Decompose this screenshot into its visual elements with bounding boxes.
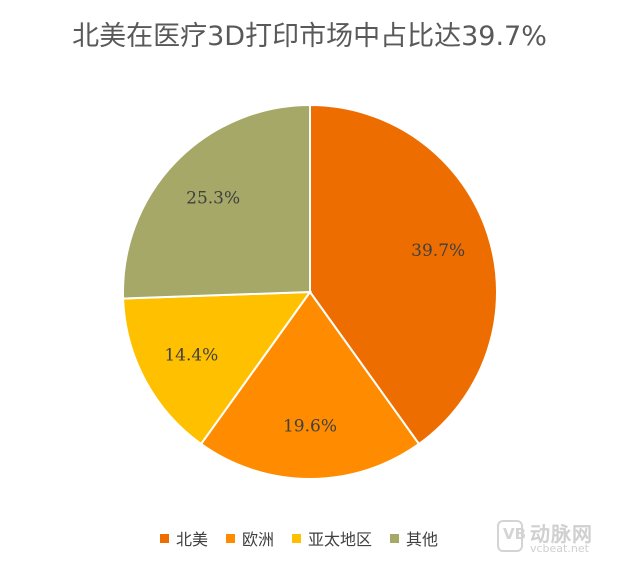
legend-label-1: 欧洲 — [242, 530, 275, 549]
slice-data-label-1: 19.6% — [283, 417, 337, 437]
watermark-logo-glyph: VB — [503, 525, 527, 543]
legend-label-0: 北美 — [176, 530, 209, 549]
pie-slice-2 — [122, 290, 312, 446]
legend-label-3: 其他 — [406, 530, 439, 549]
legend-swatch-0 — [160, 533, 169, 543]
slice-data-label-3: 25.3% — [186, 188, 240, 208]
legend-swatch-3 — [390, 533, 400, 543]
pie-slice-1 — [199, 290, 421, 480]
chart-title: 北美在医疗3D打印市场中占比达39.7% — [72, 21, 547, 52]
legend-item-0: 北美 — [160, 526, 208, 550]
legend-swatch-1 — [226, 533, 236, 543]
watermark: VB 动脉网 vcbeat.net — [497, 518, 613, 556]
legend-label-2: 亚太地区 — [308, 530, 373, 549]
slice-data-label-0: 39.7% — [411, 241, 465, 261]
legend-swatch-2 — [292, 533, 302, 543]
pie-slice-3 — [122, 103, 311, 300]
watermark-name: 动脉网 — [530, 522, 593, 546]
chart-legend: 北美 欧洲 亚太地区 其他 — [160, 526, 438, 550]
pie-slice-0 — [309, 103, 498, 446]
watermark-url: vcbeat.net — [530, 542, 589, 555]
watermark-logo-icon: VB — [497, 520, 527, 552]
slice-data-label-2: 14.4% — [164, 346, 218, 366]
legend-item-3: 其他 — [390, 526, 438, 550]
legend-item-1: 欧洲 — [226, 526, 274, 550]
legend-item-2: 亚太地区 — [292, 526, 372, 550]
